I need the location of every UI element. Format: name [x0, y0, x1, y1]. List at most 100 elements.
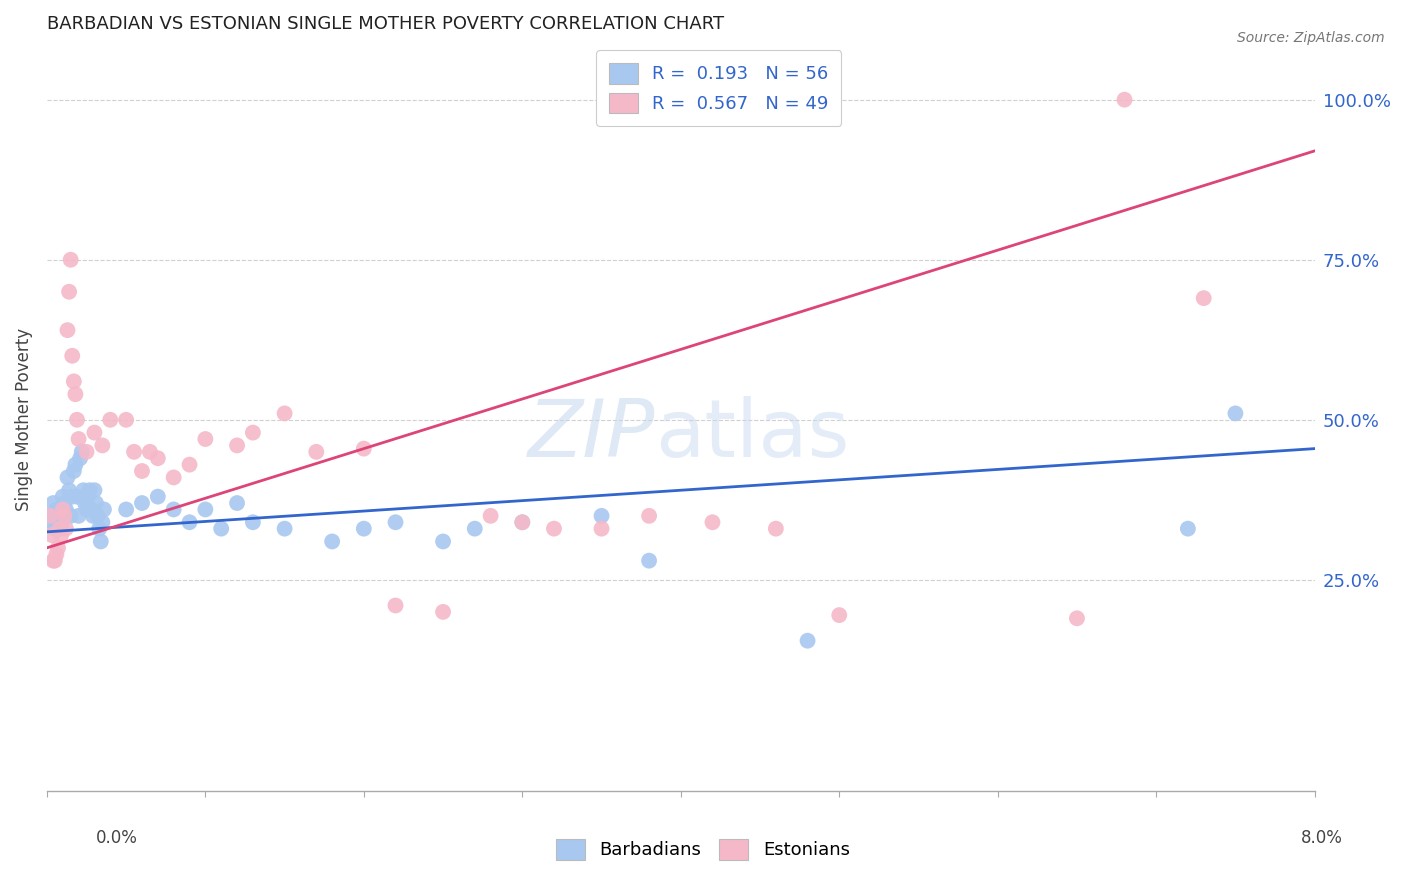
Point: [67, 508, 90, 523]
Point: [828, 608, 851, 623]
Point: [76, 502, 98, 516]
Point: [273, 406, 295, 420]
Legend: R =  0.193   N = 56, R =  0.567   N = 49: R = 0.193 N = 56, R = 0.567 N = 49: [596, 50, 841, 126]
Point: [194, 432, 217, 446]
Point: [76, 445, 98, 459]
Text: Source: ZipAtlas.com: Source: ZipAtlas.com: [1237, 31, 1385, 45]
Point: [49, 528, 72, 542]
Point: [66, 413, 89, 427]
Point: [65, 458, 87, 472]
Point: [591, 522, 613, 536]
Point: [131, 496, 153, 510]
Point: [209, 522, 232, 536]
Point: [122, 445, 145, 459]
Point: [39, 508, 62, 523]
Point: [226, 438, 249, 452]
Point: [53, 496, 76, 510]
Point: [67, 432, 90, 446]
Point: [46, 506, 69, 520]
Point: [45, 547, 67, 561]
Point: [194, 502, 217, 516]
Point: [90, 534, 112, 549]
Point: [59, 508, 82, 523]
Point: [91, 515, 114, 529]
Point: [42, 554, 65, 568]
Point: [702, 515, 724, 529]
Point: [86, 508, 108, 523]
Point: [73, 496, 96, 510]
Legend: Barbadians, Estonians: Barbadians, Estonians: [548, 831, 858, 867]
Text: BARBADIAN VS ESTONIAN SINGLE MOTHER POVERTY CORRELATION CHART: BARBADIAN VS ESTONIAN SINGLE MOTHER POVE…: [46, 15, 724, 33]
Point: [432, 605, 454, 619]
Point: [93, 502, 115, 516]
Y-axis label: Single Mother Poverty: Single Mother Poverty: [15, 328, 32, 511]
Point: [384, 599, 406, 613]
Point: [72, 483, 94, 498]
Point: [66, 490, 89, 504]
Point: [83, 483, 105, 498]
Text: ZIP: ZIP: [529, 396, 655, 474]
Point: [56, 323, 79, 337]
Point: [79, 483, 101, 498]
Point: [44, 554, 66, 568]
Point: [44, 522, 66, 536]
Point: [98, 413, 121, 427]
Point: [464, 522, 486, 536]
Point: [55, 522, 77, 536]
Point: [510, 515, 533, 529]
Point: [638, 508, 661, 523]
Point: [1114, 93, 1136, 107]
Point: [84, 496, 107, 510]
Point: [45, 502, 67, 516]
Point: [60, 349, 83, 363]
Point: [638, 554, 661, 568]
Point: [59, 252, 82, 267]
Point: [46, 541, 69, 555]
Point: [83, 425, 105, 440]
Point: [479, 508, 502, 523]
Point: [432, 534, 454, 549]
Text: 0.0%: 0.0%: [96, 829, 138, 847]
Text: 8.0%: 8.0%: [1301, 829, 1343, 847]
Point: [163, 502, 186, 516]
Point: [63, 464, 86, 478]
Point: [146, 490, 169, 504]
Point: [131, 464, 153, 478]
Point: [146, 451, 169, 466]
Point: [39, 508, 62, 523]
Point: [77, 490, 100, 504]
Point: [63, 375, 86, 389]
Point: [163, 470, 186, 484]
Point: [52, 502, 75, 516]
Point: [65, 387, 87, 401]
Point: [80, 502, 103, 516]
Point: [60, 490, 83, 504]
Point: [591, 508, 613, 523]
Point: [91, 438, 114, 452]
Point: [1177, 522, 1199, 536]
Point: [273, 522, 295, 536]
Point: [321, 534, 343, 549]
Point: [242, 425, 264, 440]
Point: [89, 522, 111, 536]
Point: [82, 508, 104, 523]
Point: [353, 522, 375, 536]
Point: [115, 413, 138, 427]
Point: [179, 458, 201, 472]
Point: [115, 502, 138, 516]
Point: [53, 508, 76, 523]
Point: [69, 451, 91, 466]
Point: [52, 490, 75, 504]
Point: [55, 502, 77, 516]
Point: [305, 445, 328, 459]
Point: [510, 515, 533, 529]
Point: [179, 515, 201, 529]
Point: [796, 633, 818, 648]
Point: [41, 528, 63, 542]
Point: [242, 515, 264, 529]
Text: atlas: atlas: [655, 396, 849, 474]
Point: [42, 496, 65, 510]
Point: [58, 285, 80, 299]
Point: [58, 483, 80, 498]
Point: [49, 518, 72, 533]
